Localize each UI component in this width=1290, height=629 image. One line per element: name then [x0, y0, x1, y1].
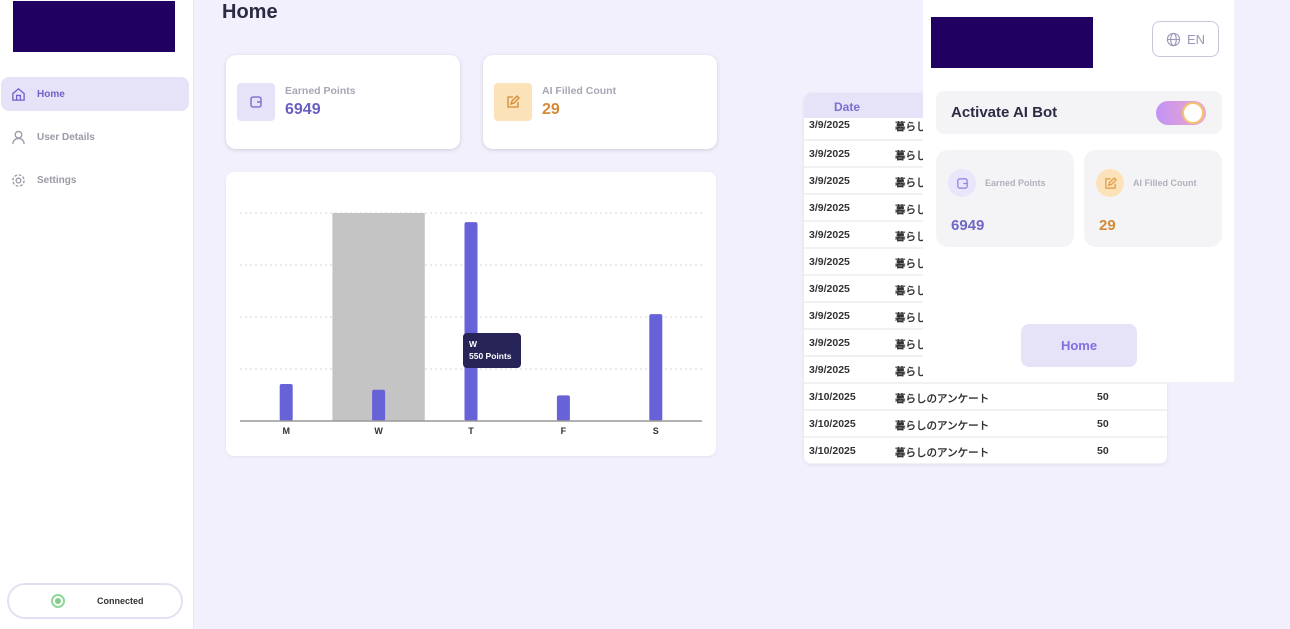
- chart-tooltip: W 550 Points: [463, 333, 521, 368]
- popup-earned-value: 6949: [951, 217, 985, 234]
- earned-points-label: Earned Points: [285, 85, 356, 97]
- globe-icon: [1166, 32, 1181, 46]
- x-tick-label: S: [653, 426, 659, 436]
- tooltip-title: W: [469, 339, 478, 349]
- wallet-icon: [948, 169, 976, 197]
- sidebar-item-label: Settings: [37, 174, 77, 186]
- earned-points-card: Earned Points 6949: [226, 55, 460, 149]
- cell-date: 3/9/2025: [809, 364, 850, 376]
- page-title: Home: [222, 1, 278, 23]
- popup-panel: EN Activate AI Bot Earned Points 6949 AI…: [923, 0, 1234, 382]
- cell-points: 50: [1097, 391, 1109, 403]
- ai-bot-label: Activate AI Bot: [951, 104, 1058, 121]
- bar-M[interactable]: [279, 384, 293, 421]
- connected-icon: [51, 594, 65, 608]
- popup-earned-label: Earned Points: [985, 178, 1046, 188]
- popup-filled-label: AI Filled Count: [1133, 178, 1197, 188]
- cell-date: 3/9/2025: [809, 310, 850, 322]
- wallet-icon: [237, 83, 275, 121]
- cell-date: 3/10/2025: [809, 391, 856, 403]
- cell-points: 50: [1097, 418, 1109, 430]
- cell-date: 3/9/2025: [809, 119, 850, 131]
- logo: [13, 1, 175, 52]
- cell-date: 3/9/2025: [809, 283, 850, 295]
- bar-F[interactable]: [556, 395, 570, 421]
- cell-date: 3/9/2025: [809, 202, 850, 214]
- cell-date: 3/9/2025: [809, 256, 850, 268]
- bar-chart: M W T F S: [240, 212, 702, 436]
- sidebar-item-home[interactable]: Home: [1, 77, 189, 111]
- table-row: 3/10/2025 暮らしのアンケート 50: [804, 438, 1167, 464]
- sidebar-item-label: Home: [37, 88, 65, 100]
- connection-status-text: Connected: [97, 596, 144, 606]
- edit-icon: [494, 83, 532, 121]
- table-row: 3/10/2025 暮らしのアンケート 50: [804, 411, 1167, 438]
- sidebar-item-user-details[interactable]: User Details: [1, 120, 189, 154]
- points-chart: M W T F S: [226, 172, 716, 456]
- logo: [931, 17, 1093, 68]
- bar-T[interactable]: [464, 222, 478, 421]
- ai-filled-label: AI Filled Count: [542, 85, 617, 97]
- tooltip-text: 550 Points: [469, 351, 512, 361]
- table-row: 3/10/2025 暮らしのアンケート 50: [804, 384, 1167, 411]
- popup-filled-card: AI Filled Count 29: [1084, 150, 1222, 247]
- cell-title: 暮らしのアンケート: [895, 393, 990, 405]
- cell-date: 3/9/2025: [809, 175, 850, 187]
- cell-points: 50: [1097, 445, 1109, 457]
- language-label: EN: [1186, 31, 1206, 47]
- x-tick-label: F: [561, 426, 567, 436]
- cell-date: 3/9/2025: [809, 148, 850, 160]
- hover-highlight: [332, 213, 425, 421]
- gear-icon: [12, 173, 25, 187]
- sidebar-item-settings[interactable]: Settings: [1, 163, 189, 197]
- header-date: Date: [834, 100, 861, 114]
- cell-title: 暮らしのアンケート: [895, 420, 990, 432]
- connection-status[interactable]: Connected: [7, 583, 183, 619]
- ai-bot-row: Activate AI Bot: [936, 91, 1222, 134]
- ai-filled-value: 29: [542, 101, 560, 118]
- cell-date: 3/9/2025: [809, 337, 850, 349]
- popup-filled-value: 29: [1099, 217, 1116, 234]
- x-tick-label: T: [468, 426, 474, 436]
- bar-S[interactable]: [649, 314, 663, 421]
- sidebar-item-label: User Details: [37, 131, 95, 143]
- cell-title: 暮らしのアンケート: [895, 447, 990, 459]
- popup-home-button[interactable]: Home: [1021, 324, 1137, 367]
- sidebar: Home User Details Settings Connected: [0, 0, 194, 629]
- cell-date: 3/10/2025: [809, 445, 856, 457]
- language-button[interactable]: EN: [1152, 21, 1219, 57]
- ai-filled-card: AI Filled Count 29: [483, 55, 717, 149]
- cell-date: 3/10/2025: [809, 418, 856, 430]
- cell-date: 3/9/2025: [809, 229, 850, 241]
- popup-earned-card: Earned Points 6949: [936, 150, 1074, 247]
- earned-points-value: 6949: [285, 101, 321, 118]
- home-icon: [12, 87, 25, 101]
- edit-icon: [1096, 169, 1124, 197]
- x-tick-label: M: [282, 426, 290, 436]
- ai-bot-toggle[interactable]: [1156, 101, 1206, 125]
- x-tick-label: W: [374, 426, 383, 436]
- user-icon: [12, 130, 25, 144]
- bar-W[interactable]: [372, 389, 386, 421]
